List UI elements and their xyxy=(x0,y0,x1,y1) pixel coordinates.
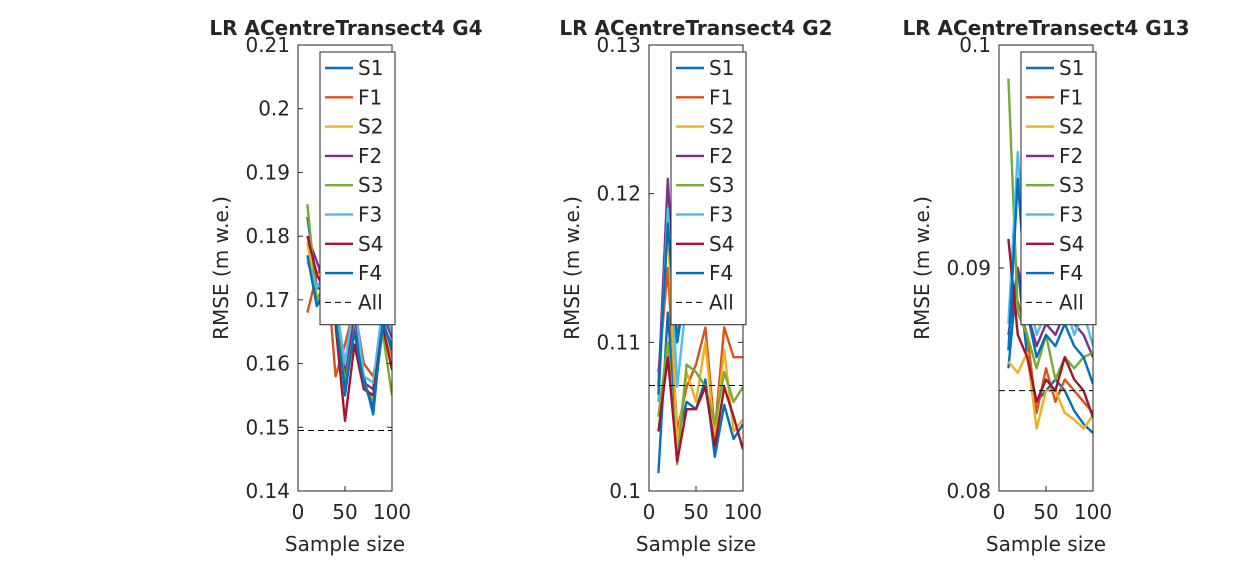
x-tick-label: 100 xyxy=(373,500,411,524)
chart-panel-3: 0.08 0.09 0.1 0 50 100 Sample size RMSE (m w.e.… xyxy=(902,16,1189,556)
x-axis-label: Sample size xyxy=(636,532,756,556)
legend-label-all: All xyxy=(709,290,734,314)
chart-panel-1: 0.14 0.15 0.16 0.17 0.18 0.19 0.2 0.21 0 50 100 Sam… xyxy=(209,16,483,556)
x-axis-label: Sample size xyxy=(285,532,405,556)
legend-label-s3: S3 xyxy=(358,173,383,197)
legend: S1 F1 S2 F2 S3 F3 S4 F4 All xyxy=(670,51,747,326)
legend-label-f3: F3 xyxy=(709,203,733,227)
legend-label-f3: F3 xyxy=(1059,203,1083,227)
legend-label-all: All xyxy=(1059,290,1084,314)
y-tick-label: 0.21 xyxy=(245,33,290,57)
x-tick-label: 100 xyxy=(1074,500,1112,524)
x-tick-label: 50 xyxy=(1033,500,1058,524)
legend-label-s1: S1 xyxy=(1059,56,1084,80)
y-tick-label: 0.1 xyxy=(959,33,991,57)
chart-title: LR ACentreTransect4 G13 xyxy=(902,16,1189,40)
y-tick-label: 0.1 xyxy=(609,479,641,503)
legend-label-s4: S4 xyxy=(709,232,734,256)
legend: S1 F1 S2 F2 S3 F3 S4 F4 All xyxy=(319,51,396,326)
legend-label-f1: F1 xyxy=(709,85,733,109)
legend-label-f1: F1 xyxy=(358,85,382,109)
x-axis-label: Sample size xyxy=(986,532,1106,556)
y-axis-label: RMSE (m w.e.) xyxy=(560,196,584,340)
series-line-s4 xyxy=(1007,238,1093,418)
legend-label-f1: F1 xyxy=(1059,85,1083,109)
legend-label-f2: F2 xyxy=(1059,144,1083,168)
chart-panel-2: 0.1 0.11 0.12 0.13 0 50 100 Sample size RMSE (m … xyxy=(559,16,832,556)
legend-label-f3: F3 xyxy=(358,203,382,227)
legend-label-all: All xyxy=(358,290,383,314)
legend-label-s3: S3 xyxy=(1059,173,1084,197)
series-line-s4 xyxy=(657,356,743,463)
legend-label-s4: S4 xyxy=(1059,232,1084,256)
legend-label-s3: S3 xyxy=(709,173,734,197)
series-line-s1 xyxy=(657,311,743,474)
legend-label-f2: F2 xyxy=(358,144,382,168)
x-tick-label: 0 xyxy=(292,500,305,524)
y-tick-label: 0.18 xyxy=(245,224,290,248)
legend-label-s2: S2 xyxy=(1059,115,1084,139)
chart-title: LR ACentreTransect4 G2 xyxy=(559,16,832,40)
y-tick-label: 0.11 xyxy=(596,330,641,354)
legend-label-s1: S1 xyxy=(358,56,383,80)
y-tick-label: 0.08 xyxy=(946,479,991,503)
legend-label-s4: S4 xyxy=(358,232,383,256)
y-tick-label: 0.2 xyxy=(258,97,290,121)
y-tick-label: 0.14 xyxy=(245,479,290,503)
y-tick-label: 0.12 xyxy=(596,182,641,206)
x-tick-label: 50 xyxy=(332,500,357,524)
y-tick-label: 0.19 xyxy=(245,160,290,184)
legend-label-f4: F4 xyxy=(1059,261,1083,285)
y-axis-label: RMSE (m w.e.) xyxy=(209,196,233,340)
y-axis-label: RMSE (m w.e.) xyxy=(910,196,934,340)
legend-label-s1: S1 xyxy=(709,56,734,80)
y-tick-label: 0.16 xyxy=(245,352,290,376)
x-tick-label: 0 xyxy=(993,500,1006,524)
y-tick-label: 0.15 xyxy=(245,415,290,439)
legend-label-s2: S2 xyxy=(709,115,734,139)
y-tick-label: 0.09 xyxy=(946,256,991,280)
y-tick-label: 0.13 xyxy=(596,33,641,57)
chart-title: LR ACentreTransect4 G4 xyxy=(209,16,482,40)
legend-label-s2: S2 xyxy=(358,115,383,139)
y-tick-label: 0.17 xyxy=(245,288,290,312)
legend: S1 F1 S2 F2 S3 F3 S4 F4 All xyxy=(1020,51,1097,326)
legend-label-f4: F4 xyxy=(358,261,382,285)
x-tick-label: 50 xyxy=(683,500,708,524)
legend-label-f2: F2 xyxy=(709,144,733,168)
x-tick-label: 100 xyxy=(724,500,762,524)
x-tick-label: 0 xyxy=(643,500,656,524)
legend-label-f4: F4 xyxy=(709,261,733,285)
